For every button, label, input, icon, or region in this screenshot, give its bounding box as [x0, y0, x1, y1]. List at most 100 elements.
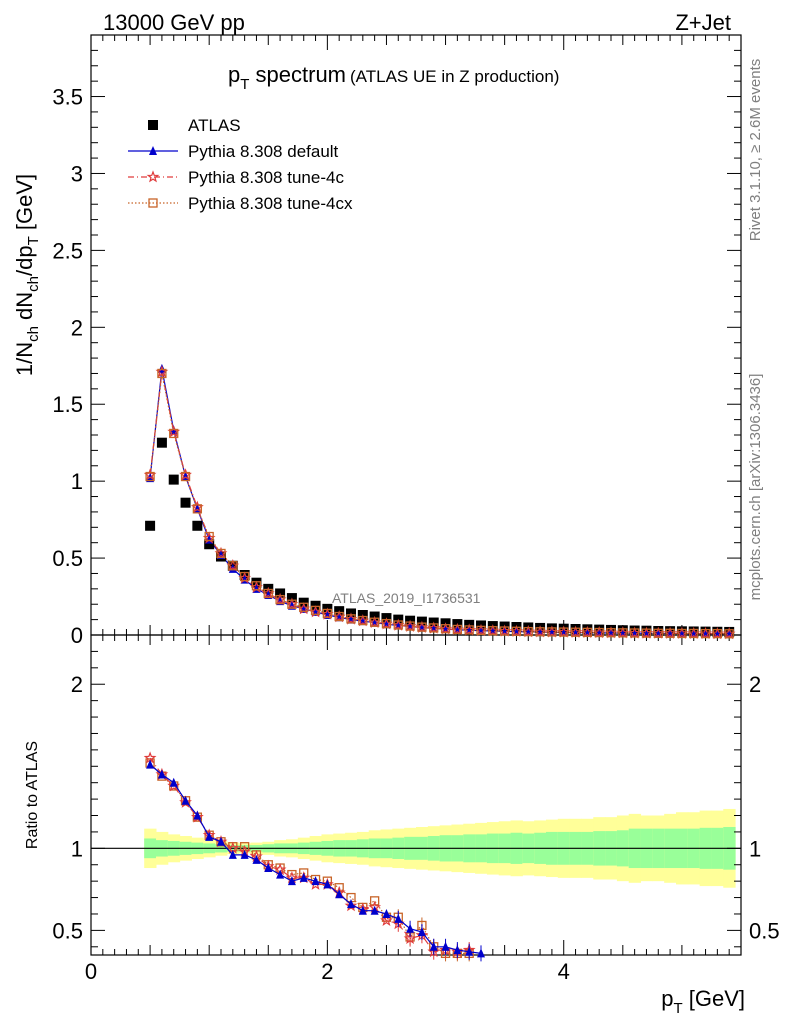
ratio-line	[149, 757, 470, 953]
data-point	[618, 628, 628, 638]
data-point	[322, 608, 333, 619]
data-point	[535, 627, 545, 637]
legend-entry: Pythia 8.308 default	[128, 142, 339, 161]
data-point	[641, 628, 652, 638]
data-point	[724, 629, 734, 639]
ratio-point	[217, 836, 225, 846]
y-tick-label: 1	[71, 469, 83, 494]
x-tick-label: 2	[321, 959, 333, 984]
data-point	[606, 628, 616, 638]
data-point	[251, 581, 262, 591]
ratio-point	[299, 872, 308, 882]
data-point	[381, 618, 392, 629]
ratio-tick-label-right: 0.5	[749, 918, 780, 943]
data-point	[334, 611, 344, 622]
data-point	[582, 627, 593, 638]
ratio-point	[276, 869, 285, 879]
data-point	[405, 621, 415, 631]
ratio-y-label: Ratio to ATLAS	[24, 741, 41, 849]
y-tick-label: 2	[71, 315, 83, 340]
svg-text:pT spectrum(ATLAS UE in Z prod: pT spectrum (ATLAS UE in Z production)	[228, 62, 559, 93]
data-point	[429, 623, 439, 633]
data-point	[700, 628, 711, 639]
data-point	[145, 471, 155, 482]
data-point	[665, 628, 675, 638]
y-tick-label: 1.5	[52, 392, 83, 417]
y-tick-label: 2.5	[52, 238, 83, 263]
data-point	[523, 626, 533, 637]
data-point	[228, 561, 238, 571]
ratio-point	[181, 795, 190, 805]
legend-label: Pythia 8.308 tune-4c	[188, 168, 344, 187]
ratio-point	[146, 759, 155, 769]
legend-marker	[149, 146, 157, 155]
data-point	[559, 627, 569, 637]
plot-title: pT spectrum (ATLAS UE in Z production)	[228, 62, 559, 93]
ratio-point	[370, 905, 379, 915]
ratio-point	[252, 854, 261, 864]
ratio-point	[169, 777, 178, 787]
ratio-plot-frame	[90, 634, 742, 956]
x-tick-label: 0	[85, 959, 97, 984]
title-sub: T	[240, 76, 249, 93]
data-point	[464, 625, 474, 635]
ratio-point	[347, 899, 355, 909]
ratio-tick-label: 1	[71, 836, 83, 861]
data-point	[216, 548, 226, 559]
ratio-tick-label-right: 1	[749, 836, 761, 861]
title-note: (ATLAS UE in Z production)	[350, 67, 559, 86]
legend-marker	[146, 170, 160, 183]
data-point	[169, 428, 179, 439]
data-point	[263, 588, 273, 599]
data-point	[299, 602, 309, 612]
legend-entry: Pythia 8.308 tune-4cx	[128, 194, 353, 213]
data-point	[570, 627, 581, 637]
ratio-point	[358, 905, 367, 915]
legend: ATLAS Pythia 8.308 default Pythia 8.308 tu…	[128, 116, 353, 213]
y-axis-label: 1/Nch dNch/dpT [GeV]	[12, 174, 42, 376]
ratio-point	[287, 876, 296, 886]
data-point	[511, 626, 522, 636]
ratio-tick-label: 2	[71, 672, 83, 697]
ratio-point	[369, 896, 380, 906]
ratio-point	[323, 879, 332, 889]
legend-entry: ATLAS	[148, 116, 241, 135]
data-point	[488, 626, 498, 636]
ratio-point	[167, 779, 181, 792]
ratio-point	[228, 849, 237, 859]
data-marks	[143, 363, 736, 962]
data-point	[180, 471, 191, 482]
legend-marker	[148, 198, 158, 208]
ratio-point	[311, 876, 320, 886]
data-point	[275, 594, 285, 605]
ratio-point	[240, 849, 249, 859]
data-point	[393, 620, 403, 630]
header-right: Z+Jet	[675, 10, 731, 35]
ratio-point	[309, 877, 322, 890]
ratio-point	[264, 863, 273, 873]
data-point	[547, 627, 557, 637]
legend-entry: Pythia 8.308 tune-4c	[128, 168, 344, 187]
legend-label: Pythia 8.308 tune-4cx	[188, 194, 353, 213]
data-point	[417, 622, 427, 632]
ratio-point	[380, 913, 393, 926]
legend-marker	[148, 120, 158, 130]
data-point	[452, 624, 463, 635]
data-point	[192, 520, 203, 531]
data-point	[358, 615, 368, 626]
data-point	[476, 625, 486, 636]
data-point	[157, 368, 167, 379]
title-main: p	[228, 62, 240, 87]
y-tick-label: 0.5	[52, 546, 83, 571]
data-point	[310, 605, 321, 616]
data-point	[239, 571, 250, 582]
data-point	[594, 627, 604, 638]
data-point	[168, 474, 179, 485]
ratio-point	[193, 810, 202, 820]
data-point	[653, 628, 663, 638]
data-point	[287, 599, 297, 609]
data-point	[369, 617, 380, 627]
ratio-tick-label: 0.5	[52, 918, 83, 943]
data-point	[192, 504, 203, 514]
analysis-watermark: ATLAS_2019_I1736531	[332, 590, 481, 606]
